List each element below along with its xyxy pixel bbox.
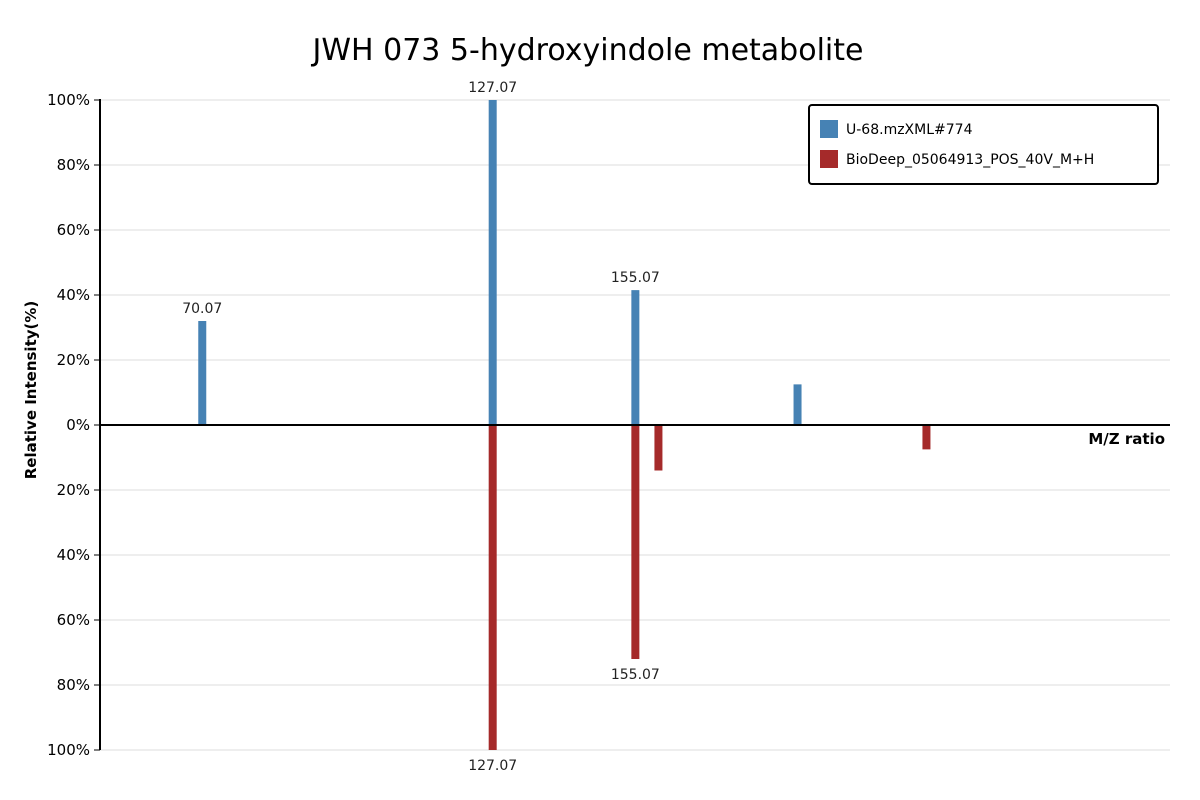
y-tick-label: 100% bbox=[47, 741, 90, 759]
peak-mz-label: 127.07 bbox=[468, 758, 517, 774]
y-tick-label: 80% bbox=[57, 156, 90, 174]
peak-bars bbox=[198, 100, 931, 750]
chart-title: JWH 073 5-hydroxyindole metabolite bbox=[311, 33, 864, 68]
y-axis-ticks: 100% 80% 60% 40% 20% 0% 20% 40% 60% 80% 100% bbox=[47, 91, 100, 759]
y-tick-label: 40% bbox=[57, 286, 90, 304]
peak-labels: 70.07 127.07 155.07 127.07 155.07 bbox=[182, 80, 660, 774]
legend-label-reference: U-68.mzXML#774 bbox=[846, 122, 973, 138]
y-tick-label: 20% bbox=[57, 351, 90, 369]
library-peak-bar bbox=[922, 425, 931, 450]
y-tick-label: 0% bbox=[66, 416, 90, 434]
legend-swatch-library bbox=[820, 150, 838, 168]
legend-box bbox=[808, 104, 1159, 185]
y-tick-label: 20% bbox=[57, 481, 90, 499]
x-axis-label: M/Z ratio bbox=[1088, 430, 1165, 448]
peak-mz-label: 155.07 bbox=[611, 270, 660, 286]
reference-peak-bar bbox=[198, 321, 207, 425]
legend: U-68.mzXML#774 BioDeep_05064913_POS_40V_… bbox=[808, 104, 1159, 185]
library-peak-bar bbox=[654, 425, 663, 471]
y-tick-label: 80% bbox=[57, 676, 90, 694]
library-peak-bar bbox=[488, 425, 497, 750]
y-tick-label: 60% bbox=[57, 611, 90, 629]
y-tick-label: 100% bbox=[47, 91, 90, 109]
y-axis-label: Relative Intensity(%) bbox=[22, 301, 40, 480]
reference-peak-bar bbox=[793, 384, 802, 425]
legend-swatch-reference bbox=[820, 120, 838, 138]
peak-mz-label: 155.07 bbox=[611, 667, 660, 683]
y-tick-label: 60% bbox=[57, 221, 90, 239]
reference-peak-bar bbox=[631, 290, 640, 425]
peak-mz-label: 70.07 bbox=[182, 301, 222, 317]
legend-label-library: BioDeep_05064913_POS_40V_M+H bbox=[846, 152, 1094, 168]
peak-mz-label: 127.07 bbox=[468, 80, 517, 96]
y-tick-label: 40% bbox=[57, 546, 90, 564]
reference-peak-bar bbox=[488, 100, 497, 425]
library-peak-bar bbox=[631, 425, 640, 659]
